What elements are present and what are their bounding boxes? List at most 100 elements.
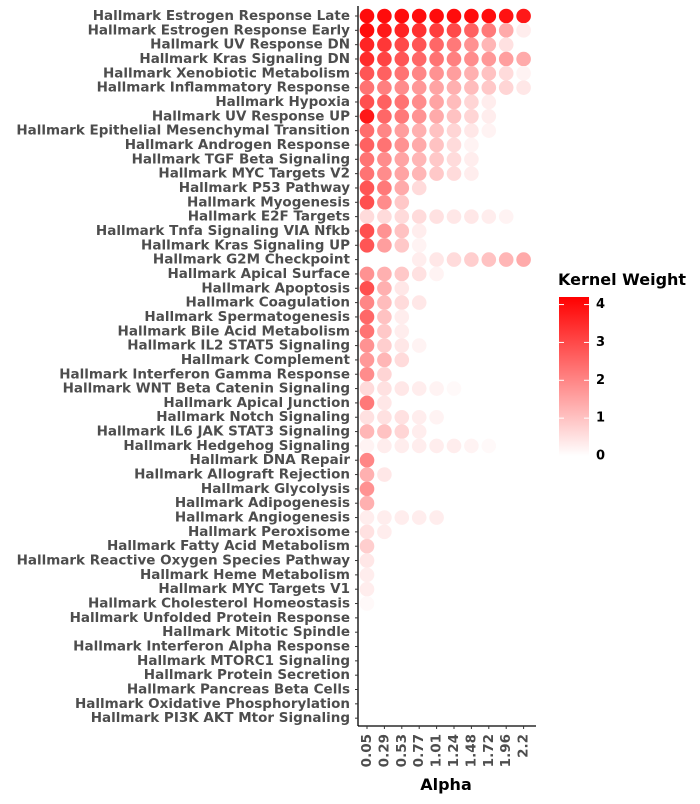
dot [377,51,392,67]
dot [359,452,375,468]
y-tick-label: Hallmark Peroxisome [188,524,350,540]
y-tick-label: Hallmark MYC Targets V1 [158,581,350,597]
dot [481,51,497,67]
y-tick-label: Hallmark Unfolded Protein Response [70,610,350,626]
y-tick-label: Hallmark Heme Metabolism [140,567,350,583]
dot [429,8,444,24]
y-tick-label: Hallmark G2M Checkpoint [153,252,351,268]
y-tick-label: Hallmark Myogenesis [187,194,350,210]
y-tick-label: Hallmark UV Response DN [150,37,350,53]
dot [394,94,410,110]
dot [394,152,410,167]
dot [446,94,462,110]
y-tick-label: Hallmark Interferon Gamma Response [59,366,350,382]
y-tick-label: Hallmark Oxidative Phosphorylation [75,696,350,712]
y-tick-label: Hallmark Coagulation [186,295,350,311]
dot [359,137,375,153]
dot [394,295,410,310]
dot [429,152,444,167]
legend-tick-label: 4 [596,297,605,312]
dot [394,8,410,24]
y-tick-label: Hallmark Bile Acid Metabolism [118,323,350,339]
dot [377,37,392,52]
dot [429,109,444,124]
dot [394,180,410,196]
dot [377,66,392,81]
dot [377,309,392,325]
dot [377,209,392,224]
dot [429,510,444,525]
dot [481,252,497,267]
dot [411,237,427,253]
dot [359,352,375,368]
dot [359,266,375,282]
dot [411,438,427,454]
dot [377,381,392,396]
dot [411,123,427,138]
dot [394,309,410,325]
x-tick-label: 2.2 [516,734,532,758]
y-tick-label: Hallmark DNA Repair [190,452,351,468]
dot [464,252,479,267]
dot [464,166,479,181]
legend-title: Kernel Weight [558,270,686,289]
y-tick-label: Hallmark Allograft Rejection [134,467,350,483]
dot [377,194,392,210]
dot [446,381,462,396]
dot [464,109,479,124]
dot [429,409,444,425]
dot [359,123,375,138]
dot [394,137,410,153]
dot [411,338,427,353]
dot [446,123,462,138]
dot [359,596,375,611]
dot [481,8,497,24]
dot [411,252,427,267]
dot [446,137,462,153]
dot [481,209,497,224]
dot [377,280,392,296]
dot [411,8,427,24]
dot [446,252,462,267]
y-tick-label: Hallmark Androgen Response [125,137,350,153]
dot [377,438,392,454]
dot [411,137,427,153]
dot [411,51,427,67]
dot [411,381,427,396]
x-tick-label: 1.96 [498,734,514,767]
dot [377,152,392,167]
dot [394,166,410,181]
dot [429,66,444,81]
dot [377,109,392,124]
dot [498,252,514,267]
x-tick-label: 1.48 [463,734,479,767]
dot [359,538,375,554]
dot [498,209,514,224]
dot [359,581,375,597]
dot [394,66,410,81]
dot [359,37,375,52]
dot [377,8,392,24]
dot [411,66,427,81]
dot [411,223,427,239]
dot [481,23,497,38]
dot [411,109,427,124]
dot [377,23,392,38]
y-tick-label: Hallmark WNT Beta Catenin Signaling [63,381,350,397]
y-axis-labels: Hallmark Estrogen Response Late Hallmark … [16,8,350,726]
y-tick-label: Hallmark P53 Pathway [179,180,350,196]
dot [359,194,375,210]
dot [394,280,410,296]
dot [446,166,462,181]
y-tick-label: Hallmark Estrogen Response Late [93,8,350,24]
dot [394,338,410,353]
dot [394,510,410,525]
y-tick-label: Hallmark Tnfa Signaling VIA Nfkb [96,223,350,239]
y-tick-label: Hallmark MYC Targets V2 [158,166,350,182]
dot [411,295,427,310]
dot [377,338,392,353]
dot [481,94,497,110]
x-axis-ticks: 0.05 0.29 0.53 0.77 1.01 1.24 1.48 1.72 1.96 2.2 [359,734,532,767]
dot [359,80,375,95]
